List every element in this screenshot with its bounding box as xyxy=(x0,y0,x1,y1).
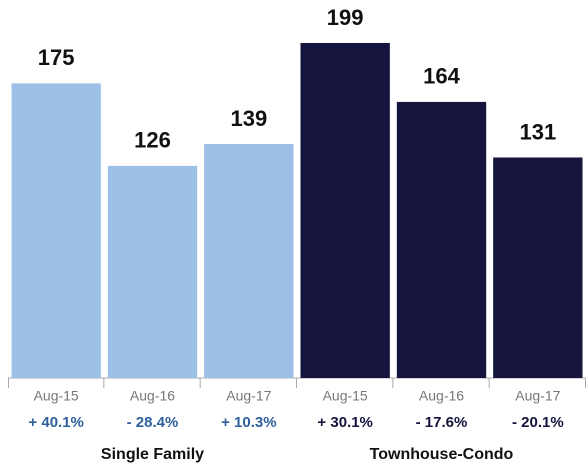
value-label: 164 xyxy=(423,64,460,89)
value-label: 199 xyxy=(327,5,364,30)
change-label: + 40.1% xyxy=(28,414,83,431)
value-label: 175 xyxy=(38,45,75,70)
bar xyxy=(107,165,198,378)
group-label: Single Family xyxy=(101,446,204,463)
x-tick-label: Aug-17 xyxy=(226,388,271,404)
x-tick-label: Aug-17 xyxy=(515,388,560,404)
bar xyxy=(396,101,487,378)
group-label: Townhouse-Condo xyxy=(370,446,514,463)
bar xyxy=(300,43,390,378)
x-tick-label: Aug-15 xyxy=(323,388,368,404)
x-tick-label: Aug-16 xyxy=(419,388,464,404)
x-tick-label: Aug-16 xyxy=(130,388,175,404)
value-label: 126 xyxy=(134,128,171,153)
change-label: + 10.3% xyxy=(221,414,276,431)
change-label: + 30.1% xyxy=(317,414,372,431)
x-tick-label: Aug-15 xyxy=(34,388,79,404)
bar xyxy=(11,83,101,378)
change-label: - 20.1% xyxy=(512,414,564,431)
bar xyxy=(493,157,583,378)
change-label: - 17.6% xyxy=(416,414,468,431)
change-label: - 28.4% xyxy=(127,414,179,431)
value-label: 139 xyxy=(230,106,267,131)
bar xyxy=(204,144,294,378)
value-label: 131 xyxy=(519,119,556,144)
